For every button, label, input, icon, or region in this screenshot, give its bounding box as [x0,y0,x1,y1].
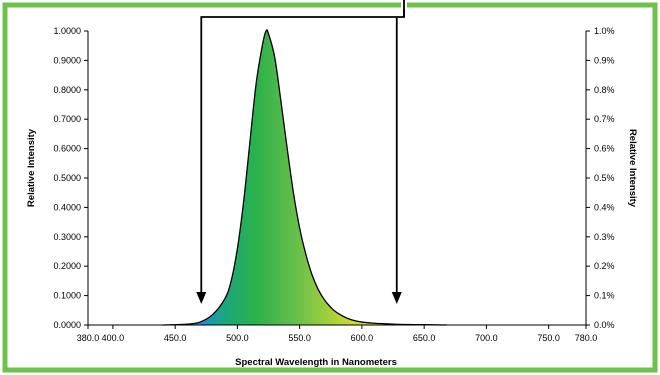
right-y-tick-label: 0.3% [594,232,615,242]
left-y-ticks: 0.0000 0.1000 0.2000 0.3000 0.4000 0.5000 0.60… [53,26,88,330]
x-tick-label: 500.0 [226,333,249,343]
plot-area [162,29,447,326]
left-y-tick-label: 0.2000 [53,261,81,271]
x-tick-label: 550.0 [288,333,311,343]
arrow-head-left [196,292,207,304]
x-tick-label: 400.0 [102,333,125,343]
left-y-tick-label: 0.3000 [53,232,81,242]
spectrum-curve [162,29,447,326]
right-y-tick-label: 1.0% [594,26,615,36]
arrow-head-right [391,292,402,304]
left-y-tick-label: 0.5000 [53,173,81,183]
x-tick-label: 750.0 [537,333,560,343]
right-y-ticks: 0.0% 0.1% 0.2% 0.3% 0.4% 0.5% 0.6% 0.7% 0.8% 0.9%… [586,26,615,330]
x-tick-label: 380.0 [77,333,100,343]
right-y-tick-label: 0.4% [594,202,615,212]
left-y-tick-label: 0.1000 [53,291,81,301]
right-y-tick-label: 0.0% [594,320,615,330]
right-y-axis-title: Relative Intensity [627,129,638,208]
left-y-tick-label: 0.9000 [53,55,81,65]
right-y-tick-label: 0.8% [594,85,615,95]
x-tick-label: 700.0 [475,333,498,343]
x-ticks: 380.0 400.0 450.0 500.0 550.0 600.0 650.0 700.0… [77,325,598,343]
left-y-tick-label: 0.6000 [53,144,81,154]
left-y-tick-label: 0.8000 [53,85,81,95]
left-y-tick-label: 1.0000 [53,26,81,36]
x-tick-label: 650.0 [413,333,436,343]
left-y-tick-label: 0.4000 [53,202,81,212]
left-y-tick-label: 0.0000 [53,320,81,330]
left-y-tick-label: 0.7000 [53,114,81,124]
x-tick-label: 450.0 [164,333,187,343]
right-y-tick-label: 0.7% [594,114,615,124]
x-axis-title: Spectral Wavelength in Nanometers [235,357,397,368]
right-y-tick-label: 0.2% [594,261,615,271]
right-y-tick-label: 0.1% [594,291,615,301]
right-y-tick-label: 0.6% [594,144,615,154]
right-y-tick-label: 0.5% [594,173,615,183]
x-tick-label: 600.0 [351,333,374,343]
right-y-tick-label: 0.9% [594,55,615,65]
spectrum-area [162,29,447,326]
left-y-axis-title: Relative Intensity [26,128,37,207]
wavelength-range-bracket [196,0,407,304]
x-tick-label: 780.0 [575,333,598,343]
